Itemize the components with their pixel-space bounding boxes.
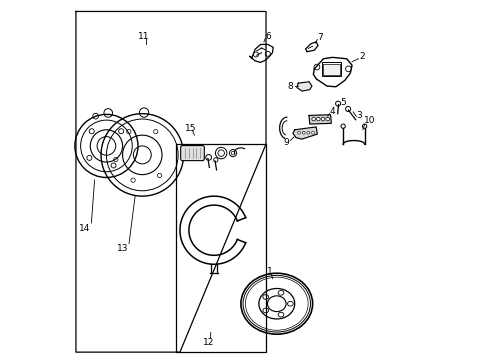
Circle shape	[302, 131, 305, 134]
Circle shape	[316, 117, 320, 121]
Polygon shape	[305, 42, 317, 51]
FancyBboxPatch shape	[180, 145, 204, 161]
Text: 6: 6	[265, 32, 270, 41]
Text: 13: 13	[117, 244, 128, 253]
Text: 14: 14	[79, 224, 90, 233]
Text: 8: 8	[287, 82, 293, 91]
Text: 11: 11	[138, 32, 149, 41]
Polygon shape	[249, 44, 273, 62]
Circle shape	[306, 131, 309, 134]
Text: 1: 1	[266, 267, 272, 276]
Polygon shape	[313, 57, 351, 87]
Circle shape	[321, 117, 324, 121]
Polygon shape	[308, 115, 330, 124]
Bar	[321, 62, 341, 76]
Text: 2: 2	[359, 53, 364, 62]
Text: 10: 10	[363, 116, 374, 125]
Text: 15: 15	[184, 123, 196, 132]
Bar	[176, 144, 265, 352]
Text: 5: 5	[340, 98, 346, 107]
Circle shape	[297, 131, 300, 134]
Text: 7: 7	[316, 33, 322, 42]
Polygon shape	[292, 127, 317, 139]
Bar	[323, 64, 339, 75]
Circle shape	[311, 131, 314, 134]
Polygon shape	[296, 82, 311, 91]
Text: 3: 3	[356, 111, 362, 120]
Circle shape	[325, 117, 329, 121]
Text: 9: 9	[283, 138, 289, 147]
Text: 12: 12	[203, 338, 214, 347]
Text: 4: 4	[329, 107, 334, 116]
Circle shape	[311, 117, 315, 121]
